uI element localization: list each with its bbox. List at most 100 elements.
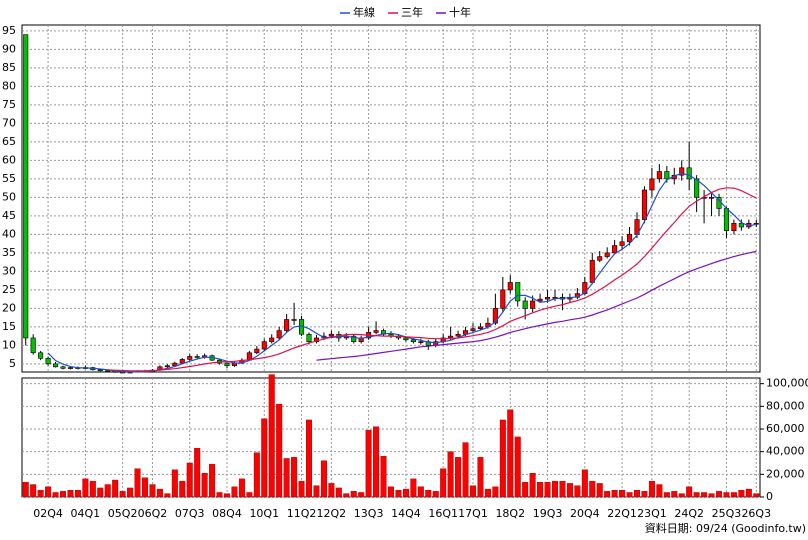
candle-body (45, 358, 51, 365)
volume-bar (447, 451, 454, 498)
candle-body (97, 369, 103, 372)
volume-bar (45, 486, 52, 498)
x-tick-label: 10Q1 (249, 507, 279, 520)
candle-body (492, 308, 498, 324)
volume-bar (253, 452, 260, 498)
price-panel (21, 24, 761, 373)
volume-bar (514, 436, 521, 498)
volume-bar (320, 460, 327, 498)
ma-line (107, 187, 757, 372)
volume-bar (559, 480, 566, 498)
volume-bar (343, 493, 350, 498)
volume-bar (298, 480, 305, 498)
y-tick-label: 85 (2, 61, 16, 74)
candle-body (723, 208, 729, 231)
volume-bar (604, 491, 611, 498)
candle-body (172, 362, 178, 367)
x-tick-label: 22Q1 (607, 507, 637, 520)
y-tick-label: 75 (2, 98, 16, 111)
volume-bar (216, 492, 223, 498)
candle-body (664, 171, 670, 180)
volume-bar (74, 490, 81, 498)
volume-bar (462, 442, 469, 498)
volume-bar (268, 374, 275, 498)
volume-bar (522, 482, 529, 498)
volume-bar (574, 485, 581, 498)
candle-body (731, 222, 737, 231)
volume-bar (164, 493, 171, 498)
volume-bar (417, 486, 424, 498)
volume-bar (566, 483, 573, 498)
y-tick-label: 95 (2, 24, 16, 37)
y-tick-label: 15 (2, 320, 16, 333)
volume-bar (678, 493, 685, 498)
x-tick-label: 05Q2 (108, 507, 138, 520)
volume-bar (246, 492, 253, 498)
volume-bar (283, 458, 290, 498)
volume-bar (127, 487, 134, 498)
volume-bar (37, 490, 44, 498)
candle-body (291, 319, 297, 321)
candle-body (455, 333, 461, 337)
y-tick-label: 10 (2, 338, 16, 351)
volume-bar (231, 486, 238, 498)
x-tick-label: 11Q2 (287, 507, 317, 520)
volume-bar (671, 491, 678, 498)
candle-body (187, 356, 193, 360)
y-tick-label: 45 (2, 209, 16, 222)
volume-bar (112, 479, 119, 498)
candle-body (649, 178, 655, 191)
y2-tick-label: 0 (766, 490, 773, 503)
volume-bar (626, 492, 633, 498)
volume-bar (693, 492, 700, 498)
x-tick-label: 06Q2 (138, 507, 168, 520)
candle-body (612, 245, 618, 254)
y-tick-label: 5 (9, 357, 16, 370)
candle-body (179, 359, 185, 364)
volume-bar (708, 493, 715, 498)
volume-bar (365, 429, 372, 498)
x-tick-label: 14Q4 (391, 507, 421, 520)
volume-bar (753, 493, 760, 498)
volume-bar (552, 480, 558, 498)
legend-label: 十年 (449, 5, 471, 19)
volume-bar (730, 492, 737, 498)
volume-bar (89, 480, 96, 498)
candle-body (679, 167, 685, 176)
volume-bar (350, 491, 357, 498)
legend-label: 年線 (353, 5, 375, 19)
volume-bar (149, 484, 156, 498)
candle-body (269, 337, 275, 342)
footnote: 資料日期: 09/24 (Goodinfo.tw) (645, 521, 806, 535)
x-tick-label: 24Q2 (674, 507, 704, 520)
x-tick-label: 25Q3 (712, 507, 742, 520)
volume-bar (388, 486, 394, 498)
candle-body (477, 326, 483, 330)
candle-body (403, 337, 409, 341)
candle-body (709, 197, 715, 199)
candle-body (470, 328, 476, 331)
volume-bar (589, 480, 596, 498)
y-tick-label: 35 (2, 246, 16, 259)
volume-bar (335, 487, 342, 498)
y2-tick-label: 40,000 (766, 445, 805, 458)
y-tick-label: 65 (2, 135, 16, 148)
volume-bar (641, 491, 648, 498)
x-tick-label: 12Q2 (317, 507, 347, 520)
volume-bar (581, 469, 588, 498)
y2-tick-label: 100,000 (766, 377, 808, 390)
candle-body (530, 300, 536, 309)
candle-body (105, 370, 111, 372)
candle-body (164, 365, 170, 368)
volume-bar (619, 490, 626, 498)
volume-bar (142, 477, 148, 498)
y-tick-label: 70 (2, 116, 16, 129)
volume-bar (306, 419, 312, 498)
volume-bar (201, 473, 208, 498)
candle-body (418, 341, 424, 343)
candle-body (545, 296, 551, 300)
y-tick-label: 40 (2, 227, 16, 240)
volume-bar (432, 491, 439, 498)
volume-bar (373, 426, 380, 498)
